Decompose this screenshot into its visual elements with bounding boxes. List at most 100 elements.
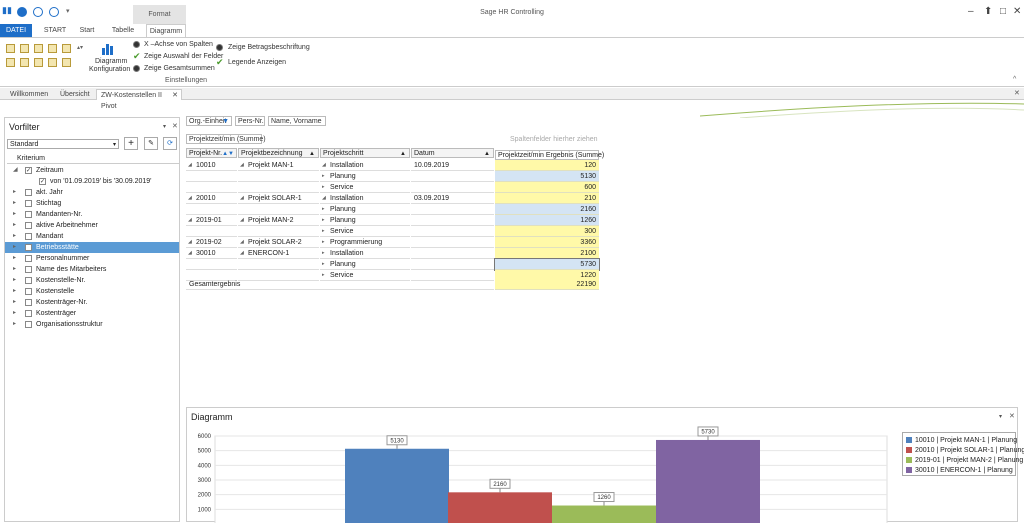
filter-field-org-einheit[interactable]: Org.-Einheit ▼: [186, 116, 232, 126]
value-header[interactable]: Projektzeit/min Ergebnis (Summe): [495, 150, 604, 160]
expand-icon[interactable]: ▸: [13, 189, 17, 195]
help-icon[interactable]: [33, 7, 43, 17]
collapse-icon[interactable]: ◢: [13, 167, 18, 173]
checkbox[interactable]: [25, 266, 32, 273]
expand-icon[interactable]: ▸: [322, 272, 325, 278]
collapse-icon[interactable]: ◢: [322, 195, 326, 201]
collapse-icon[interactable]: ◢: [188, 162, 192, 168]
collapse-ribbon-icon[interactable]: ^: [1013, 76, 1017, 83]
collapse-icon[interactable]: ◢: [240, 239, 244, 245]
expand-icon[interactable]: ▸: [13, 299, 17, 305]
close-tab-icon[interactable]: ✕: [172, 92, 178, 99]
restore-icon[interactable]: ⬆: [984, 6, 993, 17]
expand-icon[interactable]: ▸: [13, 200, 17, 206]
chart-type-icon[interactable]: [20, 58, 29, 67]
expand-icon[interactable]: ▸: [13, 277, 17, 283]
chart-type-icon[interactable]: [20, 44, 29, 53]
show-totals-radio[interactable]: [133, 65, 140, 72]
gallery-scroll-icon[interactable]: ▴▾: [77, 45, 84, 51]
expand-icon[interactable]: ▸: [13, 266, 17, 272]
checkbox[interactable]: [25, 299, 32, 306]
collapse-icon[interactable]: ◢: [188, 217, 192, 223]
close-icon[interactable]: ✕: [172, 123, 178, 130]
expand-icon[interactable]: ▸: [322, 228, 325, 234]
chart-type-icon[interactable]: [62, 44, 71, 53]
save-icon[interactable]: [17, 7, 27, 17]
close-icon[interactable]: ✕: [1013, 6, 1022, 17]
chart-type-icon[interactable]: [34, 44, 43, 53]
tab-diagramm[interactable]: Diagramm: [146, 24, 186, 37]
tree-item[interactable]: ▸ Mandanten-Nr.: [5, 209, 179, 220]
expand-icon[interactable]: ▸: [13, 310, 17, 316]
expand-icon[interactable]: ▸: [322, 206, 325, 212]
check-icon[interactable]: ✔: [216, 57, 224, 67]
checkbox[interactable]: [25, 288, 32, 295]
checkbox[interactable]: [25, 321, 32, 328]
tree-item[interactable]: ▸ Name des Mitarbeiters: [5, 264, 179, 275]
refresh-button[interactable]: ⟳: [163, 137, 177, 150]
expand-icon[interactable]: ▸: [13, 321, 17, 327]
chart-type-icon[interactable]: [48, 58, 57, 67]
tree-item[interactable]: ◢ ✓ Zeitraum: [5, 165, 179, 176]
checkbox[interactable]: [25, 200, 32, 207]
chart-icon[interactable]: ▮▮: [2, 5, 12, 15]
checkbox[interactable]: [25, 211, 32, 218]
expand-icon[interactable]: ▸: [322, 184, 325, 190]
expand-icon[interactable]: ▸: [13, 288, 17, 294]
collapse-icon[interactable]: ◢: [240, 217, 244, 223]
doc-tab-pivot[interactable]: ZW-Kostenstellen II Pivot ✕: [96, 89, 182, 110]
expand-icon[interactable]: ▸: [13, 211, 17, 217]
expand-icon[interactable]: ▸: [322, 173, 325, 179]
expand-icon[interactable]: ▸: [13, 222, 17, 228]
chart-type-icon[interactable]: [6, 58, 15, 67]
checkbox[interactable]: [25, 310, 32, 317]
close-icon[interactable]: ✕: [1009, 413, 1015, 420]
chart-type-icon[interactable]: [62, 58, 71, 67]
close-icon[interactable]: ✕: [1014, 90, 1020, 97]
expand-icon[interactable]: ▸: [13, 244, 17, 250]
collapse-icon[interactable]: ◢: [240, 195, 244, 201]
row-header-bezeichnung[interactable]: Projektbezeichnung ▲: [238, 148, 319, 158]
tab-tabelle[interactable]: Tabelle: [111, 27, 135, 34]
data-field[interactable]: Projektzeit/min (Summe): [186, 134, 266, 144]
checkbox[interactable]: [25, 189, 32, 196]
maximize-icon[interactable]: □: [1000, 6, 1007, 17]
info-icon[interactable]: [49, 7, 59, 17]
collapse-icon[interactable]: ◢: [322, 162, 326, 168]
pin-icon[interactable]: ▾: [999, 414, 1003, 420]
collapse-icon[interactable]: ◢: [240, 162, 244, 168]
tree-item[interactable]: ▸ Organisationsstruktur: [5, 319, 179, 330]
row-header-schritt[interactable]: Projektschritt ▲: [320, 148, 410, 158]
checkbox[interactable]: [25, 277, 32, 284]
chart-type-icon[interactable]: [48, 44, 57, 53]
expand-icon[interactable]: ▸: [13, 255, 17, 261]
checkbox[interactable]: ✓: [39, 178, 46, 185]
x-axis-radio[interactable]: [133, 41, 140, 48]
tree-item[interactable]: ▸ Kostenstelle: [5, 286, 179, 297]
minimize-icon[interactable]: –: [968, 6, 974, 17]
quick-access-dropdown-icon[interactable]: ▾: [66, 8, 70, 15]
edit-button[interactable]: ✎: [144, 137, 158, 150]
row-header-datum[interactable]: Datum ▲: [411, 148, 494, 158]
doc-tab-willkommen[interactable]: Willkommen: [10, 91, 49, 98]
tab-start[interactable]: START: [43, 27, 67, 34]
chart-type-icon[interactable]: [34, 58, 43, 67]
tree-item[interactable]: ▸ Betriebsstätte: [5, 242, 179, 253]
tab-datei[interactable]: DATEI: [0, 24, 32, 37]
row-header-projekt-nr[interactable]: Projekt-Nr. ▲▼: [186, 148, 237, 158]
tab-home[interactable]: Start: [79, 27, 95, 34]
filter-field-pers-nr[interactable]: Pers-Nr.: [235, 116, 265, 126]
tree-item[interactable]: ▸ Personalnummer: [5, 253, 179, 264]
tree-item[interactable]: ✓ von '01.09.2019' bis '30.09.2019': [5, 176, 179, 187]
checkbox[interactable]: [25, 255, 32, 262]
collapse-icon[interactable]: ◢: [188, 250, 192, 256]
collapse-icon[interactable]: ◢: [188, 239, 192, 245]
tree-item[interactable]: ▸ aktive Arbeitnehmer: [5, 220, 179, 231]
tree-item[interactable]: ▸ Kostenstelle-Nr.: [5, 275, 179, 286]
tree-item[interactable]: ▸ Kostenträger-Nr.: [5, 297, 179, 308]
expand-icon[interactable]: ▸: [322, 217, 325, 223]
checkbox[interactable]: [25, 244, 32, 251]
add-button[interactable]: +: [124, 137, 138, 150]
tree-item[interactable]: ▸ Mandant: [5, 231, 179, 242]
expand-icon[interactable]: ▸: [322, 261, 325, 267]
